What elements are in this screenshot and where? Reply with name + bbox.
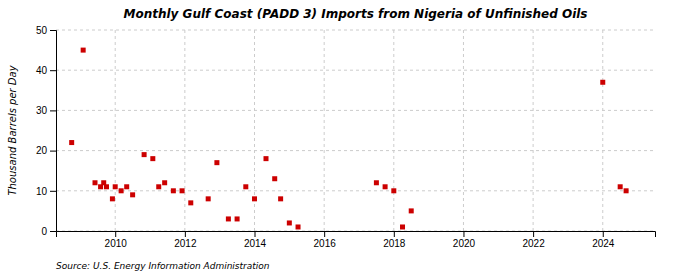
tick-label: 20 <box>36 145 48 156</box>
title: Monthly Gulf Coast (PADD 3) Imports from… <box>123 7 587 21</box>
tick: 50 <box>36 25 56 36</box>
axis-line <box>50 31 57 232</box>
tick-mark <box>50 231 56 232</box>
point <box>618 184 623 189</box>
point <box>104 184 109 189</box>
point <box>296 224 301 229</box>
point <box>119 188 124 193</box>
grid-line <box>56 70 655 71</box>
point <box>150 156 155 161</box>
tick-label: 2020 <box>453 238 476 249</box>
tick-mark <box>50 70 56 71</box>
point <box>391 188 396 193</box>
tick: 2018 <box>383 231 406 249</box>
tick-mark <box>603 231 604 237</box>
point <box>69 140 74 145</box>
tick-label: 2022 <box>522 238 545 249</box>
grid-line <box>56 190 655 191</box>
tick-label: 2018 <box>383 238 406 249</box>
tick-mark <box>255 231 256 237</box>
grid-line <box>463 30 464 231</box>
point <box>110 196 115 201</box>
plot-area: 2010 2012 2014 2016 2018 2020 2022 2024 0 10 20 30 4… <box>36 25 656 249</box>
point <box>180 188 185 193</box>
tick-label: 40 <box>36 65 48 76</box>
tick: 10 <box>36 186 56 197</box>
tick-mark <box>50 110 56 111</box>
point <box>272 176 277 181</box>
tick: 2016 <box>314 231 337 249</box>
grid-line <box>56 30 655 31</box>
tick-label: 2016 <box>314 238 337 249</box>
points <box>69 48 628 230</box>
point <box>235 216 240 221</box>
tick-label: 0 <box>41 226 47 237</box>
point <box>243 184 248 189</box>
x-axis: 2010 2012 2014 2016 2018 2020 2022 2024 <box>57 231 656 249</box>
point <box>156 184 161 189</box>
tick: 2014 <box>244 231 267 249</box>
grid-line <box>56 150 655 151</box>
tick: 2024 <box>592 231 615 249</box>
point <box>171 188 176 193</box>
point <box>383 184 388 189</box>
tick-mark <box>50 191 56 192</box>
point <box>226 216 231 221</box>
point <box>600 80 605 85</box>
grid-line <box>56 110 655 111</box>
point <box>81 48 86 53</box>
point <box>400 224 405 229</box>
tick-mark <box>185 231 186 237</box>
grid-line <box>324 30 325 231</box>
tick: 30 <box>36 105 56 116</box>
tick-mark <box>50 30 56 31</box>
tick: 20 <box>36 145 56 156</box>
point <box>130 192 135 197</box>
point <box>113 184 118 189</box>
tick-label: 2012 <box>174 238 197 249</box>
tick: 2010 <box>105 231 128 249</box>
point <box>624 188 629 193</box>
point <box>374 180 379 185</box>
point <box>252 196 257 201</box>
point <box>287 220 292 225</box>
tick-mark <box>50 151 56 152</box>
grid-line <box>533 30 534 231</box>
tick: 0 <box>41 226 56 237</box>
point <box>214 160 219 165</box>
y-axis-title: Thousand Barrels per Day <box>7 64 18 195</box>
tick-mark <box>324 231 325 237</box>
point <box>409 208 414 213</box>
point <box>206 196 211 201</box>
tick-mark <box>394 231 395 237</box>
tick-mark <box>463 231 464 237</box>
tick: 40 <box>36 65 56 76</box>
tick: 2012 <box>174 231 197 249</box>
tick-label: 10 <box>36 186 48 197</box>
tick-label: 50 <box>36 25 48 36</box>
point <box>142 152 147 157</box>
grid <box>56 30 655 231</box>
tick: 2020 <box>453 231 476 249</box>
point <box>124 184 129 189</box>
grid-line <box>393 30 394 231</box>
tick-label: 30 <box>36 105 48 116</box>
point <box>162 180 167 185</box>
axis-line <box>57 232 656 238</box>
chart: 2010 2012 2014 2016 2018 2020 2022 2024 0 10 20 30 4… <box>0 0 675 275</box>
tick-label: 2010 <box>105 238 128 249</box>
grid-line <box>184 30 185 231</box>
source: Source: U.S. Energy Information Administ… <box>56 261 270 271</box>
tick-mark <box>115 231 116 237</box>
y-axis: 0 10 20 30 40 50 <box>36 25 57 237</box>
point <box>278 196 283 201</box>
point <box>93 180 98 185</box>
point <box>188 200 193 205</box>
grid-line <box>602 30 603 231</box>
tick: 2022 <box>522 231 545 249</box>
tick-label: 2024 <box>592 238 615 249</box>
point <box>263 156 268 161</box>
tick-mark <box>533 231 534 237</box>
tick-label: 2014 <box>244 238 267 249</box>
